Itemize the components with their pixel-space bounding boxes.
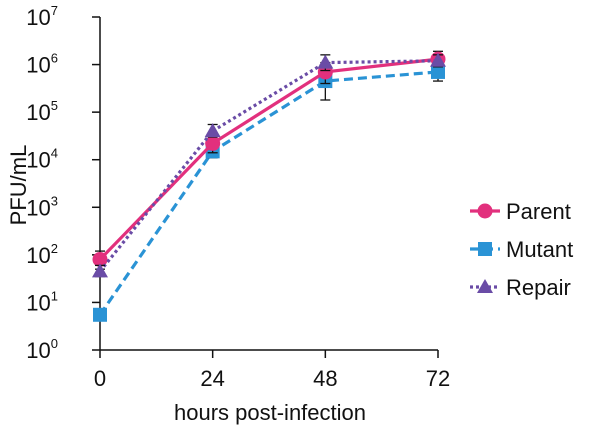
- legend-label-parent: Parent: [506, 199, 571, 224]
- y-tick-label: 101: [26, 288, 58, 315]
- legend-marker-parent: [477, 203, 493, 219]
- legend: Parent Mutant Repair: [470, 199, 573, 300]
- legend-item-parent: Parent: [470, 199, 571, 224]
- legend-marker-repair: [477, 279, 493, 293]
- legend-item-mutant: Mutant: [470, 237, 573, 262]
- data-point-repair: [92, 263, 108, 278]
- data-point-parent: [205, 135, 221, 151]
- series-line-repair: [98, 59, 439, 273]
- y-tick-label: 105: [26, 98, 58, 125]
- data-point-mutant: [431, 64, 445, 79]
- y-tick-label: 103: [26, 193, 58, 220]
- series-mutant: [93, 64, 445, 322]
- axes: [99, 17, 438, 351]
- y-tick-label: 107: [26, 3, 58, 30]
- data-point-repair: [204, 123, 221, 138]
- x-tick-label: 0: [94, 366, 106, 391]
- y-axis-label: PFU/mL: [6, 145, 31, 226]
- legend-item-repair: Repair: [470, 275, 571, 300]
- legend-label-repair: Repair: [506, 275, 571, 300]
- data-point-mutant: [93, 307, 107, 322]
- x-axis-label: hours post-infection: [174, 400, 366, 425]
- x-tick-label: 24: [200, 366, 224, 391]
- data-point-repair: [430, 52, 446, 67]
- series-line-parent: [98, 57, 439, 261]
- data-point-repair: [317, 54, 334, 69]
- series-line-mutant: [98, 70, 439, 316]
- y-axis-ticks: 100 101 102 103 104 105 106 107: [26, 3, 100, 363]
- y-tick-label: 106: [26, 51, 58, 78]
- series-repair: [92, 52, 446, 278]
- legend-label-mutant: Mutant: [506, 237, 573, 262]
- data-point-parent: [92, 251, 108, 267]
- y-tick-label: 100: [26, 336, 58, 363]
- x-tick-label: 72: [426, 366, 450, 391]
- x-axis-ticks: 0 24 48 72: [94, 350, 450, 391]
- series-parent: [92, 50, 446, 270]
- legend-marker-mutant: [478, 242, 492, 256]
- y-tick-label: 104: [26, 146, 58, 173]
- series-layer: [92, 50, 446, 322]
- x-tick-label: 48: [313, 366, 337, 391]
- y-tick-label: 102: [26, 241, 58, 268]
